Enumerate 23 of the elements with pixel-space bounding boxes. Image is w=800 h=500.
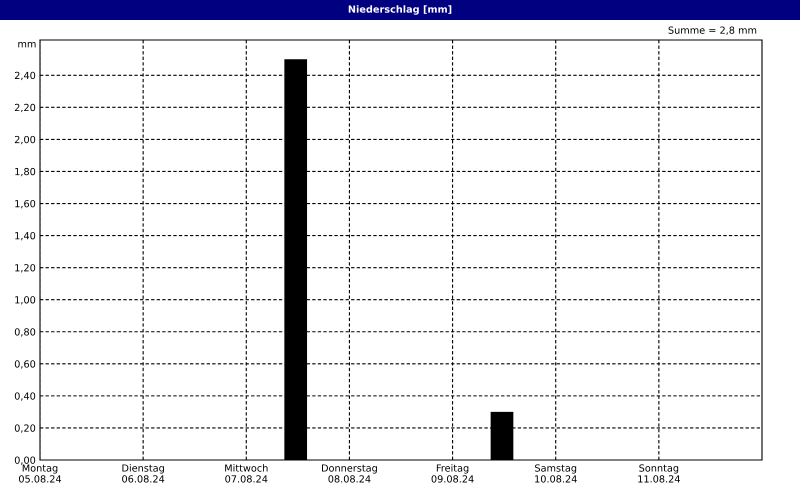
y-axis-title: mm (18, 42, 36, 48)
x-tick-label: Sonntag 11.08.24 (638, 464, 680, 483)
y-tick-label: 2,00 (14, 136, 36, 144)
x-tick-label: Donnerstag 08.08.24 (322, 464, 377, 483)
text: Summe = 2,8 mm (668, 26, 756, 35)
y-tick-label: 1,80 (15, 168, 36, 176)
x-tick-label: Dienstag 06.08.24 (122, 464, 164, 483)
y-tick-label: 0,00 (14, 456, 36, 465)
y-tick-label: 2,40 (14, 72, 36, 80)
y-tick-label: 1,20 (15, 264, 36, 272)
x-tick-label: Freitag 09.08.24 (432, 464, 474, 483)
y-tick-label: 2,20 (14, 104, 36, 112)
x-tick-label: Samstag 10.08.24 (535, 464, 577, 483)
x-tick-label: Mittwoch 07.08.24 (225, 464, 268, 483)
y-tick-label: 0,60 (14, 360, 36, 369)
y-tick-label: 1,40 (15, 232, 36, 240)
y-tick-label: 0,40 (14, 392, 36, 401)
y-tick-label: 1,00 (15, 296, 36, 305)
y-tick-label: 0,20 (14, 424, 36, 433)
y-tick-label: 0,80 (14, 328, 36, 337)
x-tick-label: Montag 05.08.24 (18, 464, 62, 483)
chart-title: Niederschlag [mm] (348, 5, 452, 15)
y-tick-label: 1,60 (15, 200, 36, 208)
